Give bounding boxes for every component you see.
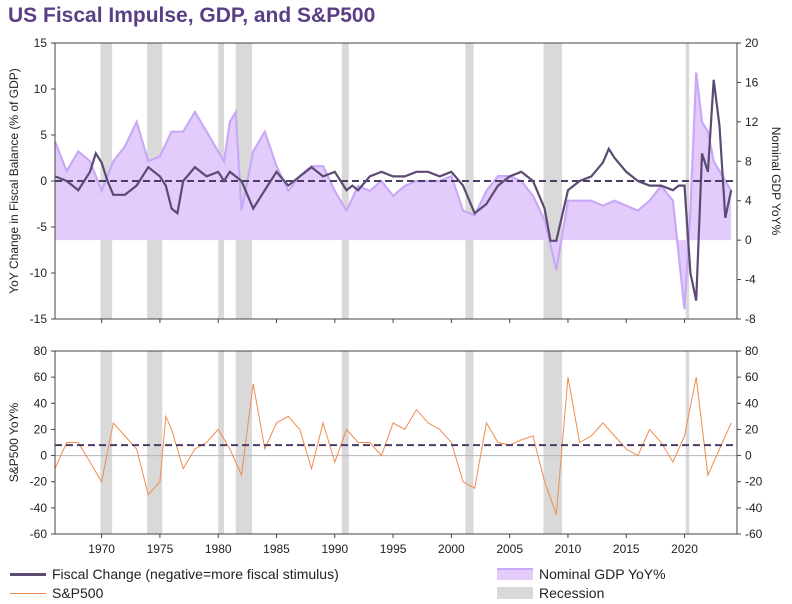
x-tick-label-1970: 1970 [88, 542, 115, 556]
legend-sp500-swatch [10, 592, 46, 594]
x-tick-label-2005: 2005 [496, 542, 523, 556]
top-left-tick-label-4: -5 [36, 220, 47, 234]
legend-recession-swatch [497, 587, 533, 599]
legend-gdp: Nominal GDP YoY% [497, 566, 666, 582]
top-left-tick-label-5: -10 [30, 266, 48, 280]
x-tick-label-1995: 1995 [380, 542, 407, 556]
bottom-right-tick-label-7: -60 [745, 527, 763, 541]
bottom-right-tick-label-1: 60 [745, 370, 759, 384]
bottom-left-tick-label-7: -60 [30, 527, 48, 541]
sp500-line [54, 377, 732, 515]
gdp-area-layer [53, 72, 733, 310]
top-recession-band-5 [465, 43, 474, 319]
bottom-left-tick-label-5: -20 [30, 475, 48, 489]
bottom-left-tick-label-1: 60 [34, 370, 48, 384]
top-right-tick-label-0: 20 [745, 36, 759, 50]
bottom-recession-band-3 [235, 351, 253, 534]
x-tick-label-2015: 2015 [613, 542, 640, 556]
top-left-tick-label-3: 0 [40, 174, 47, 188]
legend-sp500-label: S&P500 [52, 585, 104, 601]
bottom-right-tick-label-6: -40 [745, 501, 763, 515]
top-left-tick-label-6: -15 [30, 312, 48, 326]
x-tick-label-1990: 1990 [321, 542, 348, 556]
bottom-recession-bands [100, 351, 690, 534]
top-right-tick-label-7: -8 [745, 312, 756, 326]
bottom-left-tick-label-6: -40 [30, 501, 48, 515]
legend-fiscal: Fiscal Change (negative=more fiscal stim… [10, 566, 339, 582]
bottom-left-tick-label-0: 80 [34, 344, 48, 358]
x-tick-label-2010: 2010 [555, 542, 582, 556]
bottom-left-tick-label-2: 40 [34, 396, 48, 410]
legend-fiscal-label: Fiscal Change (negative=more fiscal stim… [52, 566, 339, 582]
legend-recession: Recession [497, 585, 604, 601]
chart-title: US Fiscal Impulse, GDP, and S&P500 [8, 4, 376, 27]
bottom-right-tick-label-3: 20 [745, 422, 759, 436]
bottom-left-tick-label-3: 20 [34, 422, 48, 436]
top-right-tick-label-5: 0 [745, 233, 752, 247]
bottom-recession-band-2 [218, 351, 225, 534]
bottom-right-tick-label-5: -20 [745, 475, 763, 489]
bottom-recession-band-1 [147, 351, 163, 534]
bottom-left-tick-label-4: 0 [40, 449, 47, 463]
top-left-tick-label-0: 15 [34, 36, 48, 50]
top-left-tick-label-1: 10 [34, 82, 48, 96]
legend-recession-label: Recession [539, 585, 605, 601]
legend-sp500: S&P500 [10, 585, 103, 601]
legend-gdp-label: Nominal GDP YoY% [539, 566, 666, 582]
legend-gdp-swatch [497, 568, 533, 580]
bottom-recession-band-7 [685, 351, 690, 534]
fiscal-change-line [54, 79, 733, 301]
gdp-line [53, 72, 733, 310]
bottom-plot-frame [54, 350, 738, 535]
bottom-recession-band-6 [543, 351, 563, 534]
x-tick-label-1975: 1975 [147, 542, 174, 556]
x-tick-label-2000: 2000 [438, 542, 465, 556]
bottom-recession-band-5 [465, 351, 474, 534]
top-right-tick-label-2: 12 [745, 115, 759, 129]
x-tick-label-1980: 1980 [205, 542, 232, 556]
bottom-left-axis-label: S&P500 YoY% [7, 402, 21, 482]
bottom-right-tick-label-2: 40 [745, 396, 759, 410]
bottom-right-tick-label-0: 80 [745, 344, 759, 358]
top-right-axis-label: Nominal GDP YoY% [769, 127, 783, 236]
x-tick-label-2020: 2020 [671, 542, 698, 556]
top-line-layer [54, 79, 737, 301]
bottom-right-tick-label-4: 0 [745, 449, 752, 463]
gdp-area [55, 72, 732, 310]
top-left-axis-label: YoY Change in Fiscal Balance (% of GDP) [7, 68, 21, 293]
legend-fiscal-swatch [10, 572, 46, 576]
top-axes: 15 10 5 0 -5 -10 -15 20 16 12 8 4 0 -4 -8 YoY Change in… [7, 36, 783, 326]
bottom-line-layer [54, 377, 737, 515]
top-left-tick-label-2: 5 [40, 128, 47, 142]
top-right-tick-label-6: -4 [745, 273, 756, 287]
bottom-recession-band-4 [341, 351, 349, 534]
x-tick-label-1985: 1985 [263, 542, 290, 556]
top-right-tick-label-1: 16 [745, 75, 759, 89]
top-right-tick-label-3: 8 [745, 154, 752, 168]
bottom-recession-band-0 [100, 351, 113, 534]
top-right-tick-label-4: 4 [745, 194, 752, 208]
